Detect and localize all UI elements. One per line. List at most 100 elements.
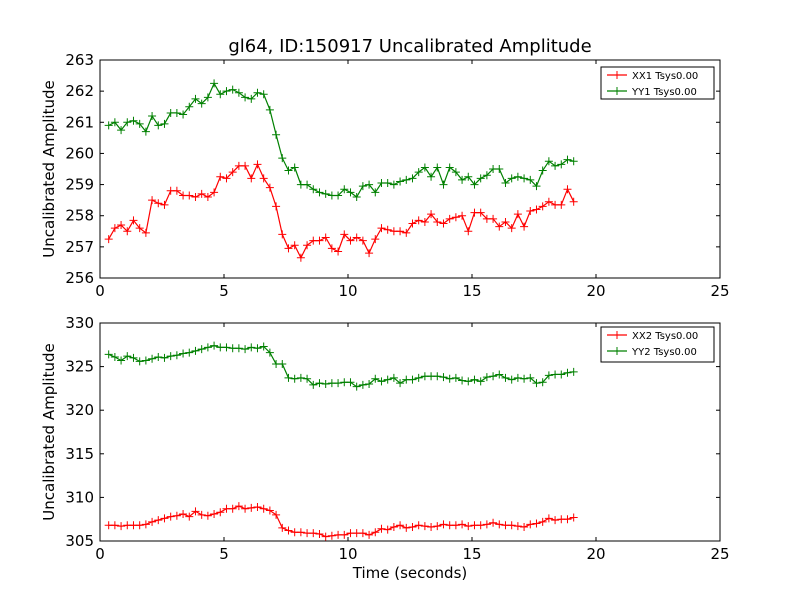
bottom-series-xx2-point — [216, 508, 225, 517]
top-series-xx1-point — [371, 235, 380, 244]
bottom-series-xx2-point — [179, 509, 188, 518]
top-series-yy1-point — [371, 188, 380, 197]
top-series-yy1-point — [334, 191, 343, 200]
top-series-xx1-point — [327, 244, 336, 253]
top-series-yy1-point — [321, 189, 330, 198]
bottom-series-yy2-point — [104, 350, 113, 359]
bottom-series-xx2-point — [389, 523, 398, 532]
bottom-series-xx2-point — [141, 520, 150, 529]
bottom-series-xx2-point — [377, 524, 386, 533]
bottom-series-xx2-point — [420, 522, 429, 531]
bottom-series-xx2-point — [241, 504, 250, 513]
top-series-yy1-point — [234, 88, 243, 97]
top-series-yy1-point — [563, 155, 572, 164]
bottom-series-xx2-point — [551, 516, 560, 525]
bottom-series-xx2-point — [321, 532, 330, 541]
top-series-yy1-point — [340, 185, 349, 194]
top-legend-marker-xx1 — [613, 71, 621, 79]
bottom-series-yy2-point — [222, 343, 231, 352]
bottom-series-yy2-point — [389, 373, 398, 382]
top-series-xx1-point — [414, 216, 423, 225]
top-x-tick-label: 15 — [462, 282, 481, 300]
bottom-series-yy2-point — [259, 342, 268, 351]
bottom-x-tick-label: 25 — [710, 545, 729, 563]
top-y-tick-label: 263 — [65, 51, 94, 69]
top-series-yy1-point — [358, 182, 367, 191]
bottom-x-tick-label: 0 — [95, 545, 105, 563]
top-series-xx1-point — [439, 219, 448, 228]
top-series-xx1-point — [340, 230, 349, 239]
top-series-yy1-point — [191, 94, 200, 103]
bottom-series-xx2-point — [489, 518, 498, 527]
bottom-y-axis-label: Uncalibrated Amplitude — [40, 343, 58, 520]
bottom-series-xx2-point — [234, 502, 243, 511]
bottom-series-yy2-point — [247, 343, 256, 352]
top-series-yy1-point — [259, 90, 268, 99]
bottom-series-xx2-point — [458, 520, 467, 529]
top-x-tick-label: 5 — [219, 282, 229, 300]
bottom-series-yy2-point — [346, 378, 355, 387]
top-series-xx1-point — [526, 207, 535, 216]
bottom-x-tick-label: 10 — [338, 545, 357, 563]
top-y-tick-label: 262 — [65, 82, 94, 100]
bottom-series-yy2-point — [129, 353, 138, 362]
bottom-series-yy2-point — [172, 351, 181, 360]
top-series-xx1-point — [532, 205, 541, 214]
bottom-series-xx2-point — [383, 525, 392, 534]
top-y-tick-label: 260 — [65, 144, 94, 162]
bottom-series-yy2-point — [241, 345, 250, 354]
figure-title: gl64, ID:150917 Uncalibrated Amplitude — [228, 36, 591, 57]
bottom-series-yy2-point — [358, 380, 367, 389]
top-series-yy1-point — [470, 180, 479, 189]
top-series-xx1-point — [501, 217, 510, 226]
bottom-legend-label-yy2: YY2 Tsys0.00 — [631, 347, 697, 358]
bottom-series-xx2-point — [148, 517, 157, 526]
bottom-series-yy2-point — [495, 370, 504, 379]
bottom-series-xx2-point — [110, 521, 119, 530]
bottom-series-xx2-point — [365, 530, 374, 539]
bottom-series-xx2-point — [451, 521, 460, 530]
top-series-xx1-point — [458, 211, 467, 220]
top-series-yy1-point — [148, 112, 157, 121]
bottom-series-yy2-point — [296, 373, 305, 382]
top-y-tick-label: 258 — [65, 207, 94, 225]
top-series-yy1-point — [414, 168, 423, 177]
top-series-yy1-point — [185, 102, 194, 111]
bottom-x-tick-label: 5 — [219, 545, 229, 563]
top-series-xx1-point — [296, 253, 305, 262]
top-x-tick-label: 25 — [710, 282, 729, 300]
top-series-yy1-point — [408, 174, 417, 183]
bottom-series-xx2-point — [247, 503, 256, 512]
bottom-series-xx2-point — [476, 521, 485, 530]
top-series-yy1-point — [402, 175, 411, 184]
top-series-yy1-point — [104, 121, 113, 130]
top-series-xx1-point — [557, 200, 566, 209]
top-series-yy1-point — [110, 118, 119, 127]
top-series-xx1-point — [303, 241, 312, 250]
bottom-x-tick-label: 15 — [462, 545, 481, 563]
bottom-series-yy2-point — [135, 357, 144, 366]
bottom-series-yy2-point — [544, 371, 553, 380]
bottom-series-xx2-point — [414, 521, 423, 530]
bottom-series-yy2-point — [352, 382, 361, 391]
bottom-legend — [600, 326, 715, 363]
bottom-series-xx2-point — [228, 504, 237, 513]
top-y-tick-label: 261 — [65, 113, 94, 131]
top-series-xx1-point — [377, 224, 386, 233]
bottom-series-xx2-point — [439, 520, 448, 529]
bottom-series-yy2-point — [210, 341, 219, 350]
bottom-series-xx2-point — [203, 511, 212, 520]
bottom-series-xx2-point — [154, 516, 163, 525]
top-series-yy1-point — [135, 119, 144, 128]
bottom-series-xx2-point — [210, 509, 219, 518]
top-series-yy1-point — [569, 157, 578, 166]
bottom-series-xx2-point — [117, 522, 126, 531]
top-series-xx1-point — [544, 197, 553, 206]
top-series-xx1-point — [563, 185, 572, 194]
bottom-series-yy2-point — [371, 374, 380, 383]
bottom-series-yy2-point — [334, 379, 343, 388]
bottom-x-tick-label: 20 — [586, 545, 605, 563]
bottom-series-yy2-point — [303, 374, 312, 383]
bottom-series-yy2-point — [253, 344, 262, 353]
